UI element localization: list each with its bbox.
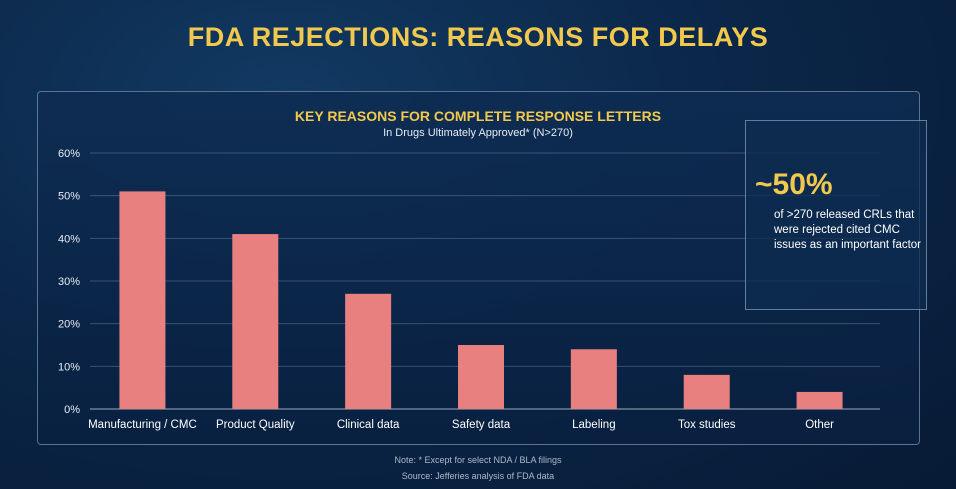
bar-safety-data (458, 345, 504, 409)
x-tick-label: Clinical data (337, 419, 400, 431)
callout-headline: ~50% (755, 168, 833, 201)
y-tick-label: 20% (58, 319, 80, 331)
y-tick-label: 0% (64, 404, 80, 416)
bar-manufacturing-cmc (119, 191, 166, 409)
x-tick-label: Other (805, 419, 834, 431)
bar-tox-studies (683, 374, 730, 409)
callout-box (745, 120, 927, 310)
y-tick-label: 30% (58, 276, 80, 288)
x-tick-label: Product Quality (216, 419, 295, 431)
x-tick-label: Manufacturing / CMC (88, 419, 197, 431)
bar-product-quality (232, 234, 279, 409)
callout-text: of >270 released CRLs that were rejected… (774, 209, 922, 251)
y-tick-label: 40% (58, 233, 80, 245)
y-tick-label: 50% (58, 191, 80, 203)
page-title: FDA REJECTIONS: REASONS FOR DELAYS (187, 22, 769, 52)
y-tick-label: 60% (58, 148, 80, 160)
y-tick-label: 10% (58, 361, 80, 373)
chart-subtitle: In Drugs Ultimately Approved* (N>270) (383, 127, 573, 139)
x-tick-label: Labeling (572, 419, 615, 431)
x-tick-label: Tox studies (678, 419, 736, 431)
bar-clinical-data (345, 293, 392, 409)
bar-labeling (570, 349, 617, 409)
footnote: Note: * Except for select NDA / BLA fili… (394, 455, 562, 465)
x-tick-label: Safety data (452, 419, 511, 431)
source-note: Source: Jefferies analysis of FDA data (401, 471, 555, 481)
bar-other (796, 391, 843, 409)
chart-title: KEY REASONS FOR COMPLETE RESPONSE LETTER… (294, 108, 662, 124)
